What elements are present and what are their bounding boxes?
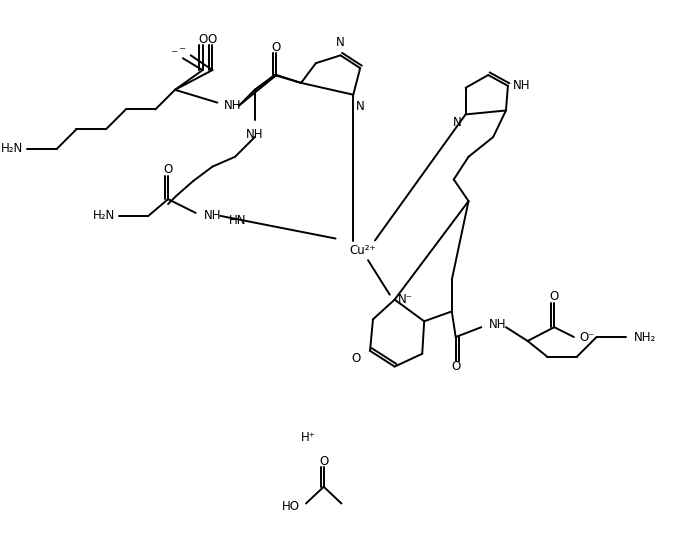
Text: NH: NH bbox=[513, 79, 531, 92]
Text: O: O bbox=[319, 455, 328, 468]
Text: ⁻: ⁻ bbox=[171, 48, 178, 62]
Text: NH: NH bbox=[489, 318, 507, 331]
Text: NH: NH bbox=[204, 210, 221, 223]
Text: H⁺: H⁺ bbox=[300, 431, 316, 444]
Text: Cu²⁺: Cu²⁺ bbox=[350, 244, 377, 257]
Text: N: N bbox=[356, 100, 365, 113]
Text: N: N bbox=[453, 117, 461, 130]
Text: O: O bbox=[198, 33, 207, 46]
Text: ⁻: ⁻ bbox=[178, 45, 186, 60]
Text: O: O bbox=[351, 352, 360, 365]
Text: O⁻: O⁻ bbox=[580, 330, 595, 344]
Text: NH: NH bbox=[246, 128, 263, 141]
Text: NH: NH bbox=[224, 99, 241, 112]
Text: N: N bbox=[336, 37, 345, 49]
Text: O: O bbox=[550, 290, 559, 303]
Text: O: O bbox=[208, 33, 217, 46]
Text: H₂N: H₂N bbox=[1, 142, 23, 155]
Text: HO: HO bbox=[282, 500, 300, 513]
Text: N⁻: N⁻ bbox=[398, 293, 412, 306]
Text: O: O bbox=[451, 360, 461, 373]
Text: H₂N: H₂N bbox=[92, 210, 115, 223]
Text: NH₂: NH₂ bbox=[634, 330, 657, 344]
Text: O: O bbox=[164, 163, 173, 176]
Text: O: O bbox=[272, 41, 281, 54]
Text: HN: HN bbox=[229, 214, 246, 228]
